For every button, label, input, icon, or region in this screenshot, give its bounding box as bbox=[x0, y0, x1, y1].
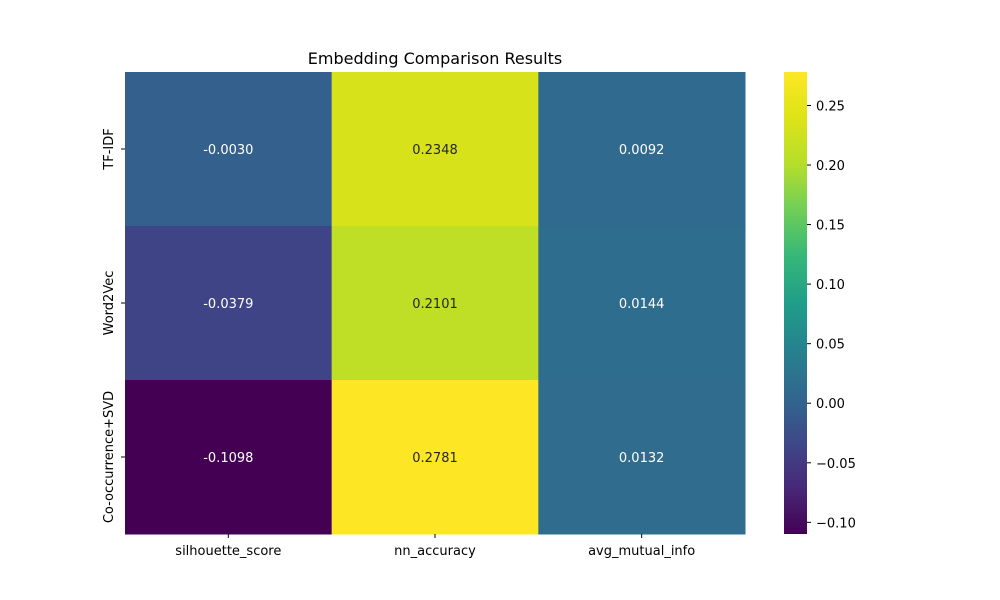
column-label: silhouette_score bbox=[175, 544, 281, 559]
column-label: nn_accuracy bbox=[394, 544, 476, 559]
colorbar bbox=[784, 72, 807, 534]
heatmap-cell bbox=[538, 380, 746, 535]
heatmap-cell bbox=[125, 226, 333, 381]
row-tick-labels: TF-IDF Word2Vec Co-occurrence+SVD bbox=[102, 128, 125, 523]
colorbar-gradient bbox=[784, 72, 807, 534]
cell-value-label: -0.1098 bbox=[203, 451, 253, 466]
colorbar-ticks: −0.10 −0.05 0.00 0.05 0.10 0.15 0.20 0.25 bbox=[807, 99, 856, 531]
heatmap-cell bbox=[331, 226, 539, 381]
cell-value-label: 0.0144 bbox=[619, 297, 665, 312]
row-label: TF-IDF bbox=[102, 128, 117, 170]
cell-value-label: -0.0030 bbox=[203, 143, 253, 158]
chart-title: Embedding Comparison Results bbox=[308, 49, 563, 68]
colorbar-tick-label: −0.05 bbox=[816, 457, 856, 472]
colorbar-tick-label: 0.25 bbox=[816, 99, 845, 114]
heatmap-cell bbox=[538, 226, 746, 381]
row-label: Co-occurrence+SVD bbox=[102, 391, 117, 523]
heatmap-cell bbox=[125, 72, 333, 227]
cell-value-label: 0.2348 bbox=[412, 143, 458, 158]
cell-value-label: 0.2101 bbox=[412, 297, 458, 312]
colorbar-tick-label: 0.05 bbox=[816, 338, 845, 353]
colorbar-tick-label: 0.15 bbox=[816, 219, 845, 234]
cell-value-label: 0.0132 bbox=[619, 451, 665, 466]
heatmap-cells: -0.0030 0.2348 0.0092 -0.0379 0.2101 0.0144 -0… bbox=[125, 72, 746, 535]
colorbar-tick-label: 0.00 bbox=[816, 397, 845, 412]
cell-value-label: -0.0379 bbox=[203, 297, 253, 312]
colorbar-tick-label: 0.10 bbox=[816, 278, 845, 293]
colorbar-tick-label: −0.10 bbox=[816, 516, 856, 531]
column-tick-labels: silhouette_score nn_accuracy avg_mutual_in… bbox=[175, 534, 695, 559]
colorbar-tick-label: 0.20 bbox=[816, 159, 845, 174]
row-label: Word2Vec bbox=[102, 271, 117, 336]
heatmap-cell bbox=[125, 380, 333, 535]
cell-value-label: 0.0092 bbox=[619, 143, 665, 158]
heatmap-cell bbox=[331, 72, 539, 227]
column-label: avg_mutual_info bbox=[588, 544, 695, 559]
heatmap-cell bbox=[331, 380, 539, 535]
cell-value-label: 0.2781 bbox=[412, 451, 458, 466]
heatmap-cell bbox=[538, 72, 746, 227]
